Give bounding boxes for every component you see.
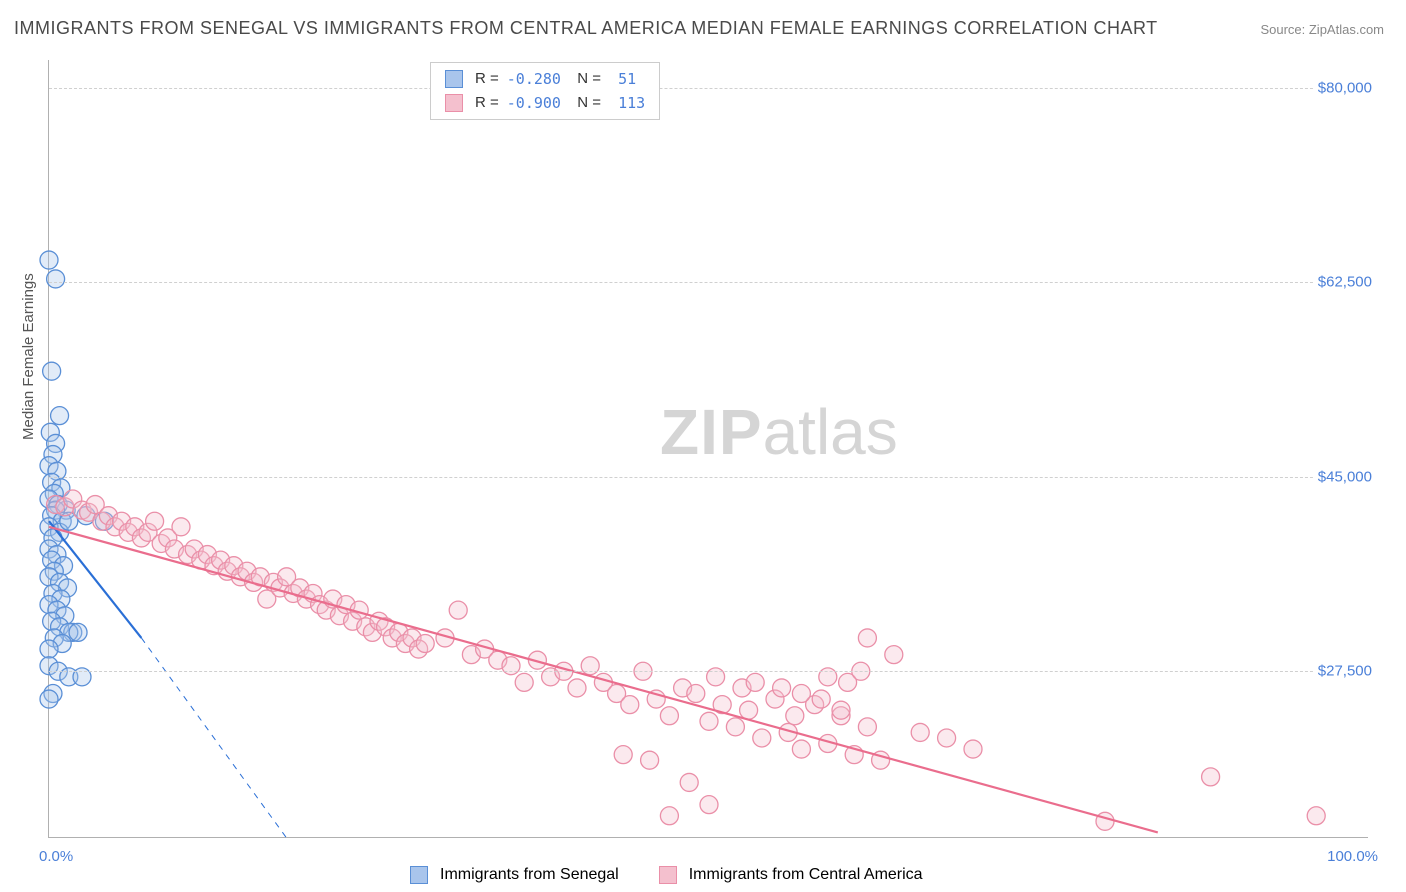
data-point xyxy=(40,251,58,269)
legend-swatch xyxy=(659,866,677,884)
legend-swatch xyxy=(445,94,463,112)
data-point xyxy=(700,796,718,814)
data-point xyxy=(812,690,830,708)
legend-swatch xyxy=(445,70,463,88)
plot-area: $80,000$62,500$45,000$27,500 0.0% 100.0% xyxy=(48,60,1368,838)
data-point xyxy=(47,270,65,288)
data-point xyxy=(1307,807,1325,825)
legend-r-value: -0.900 xyxy=(507,91,561,115)
data-point xyxy=(43,362,61,380)
y-axis-label: Median Female Earnings xyxy=(20,273,37,440)
legend-series-label: Immigrants from Central America xyxy=(689,866,923,884)
data-point xyxy=(449,601,467,619)
data-point xyxy=(885,646,903,664)
data-point xyxy=(964,740,982,758)
legend-n-label: N = xyxy=(569,67,601,91)
data-point xyxy=(792,685,810,703)
chart-svg xyxy=(49,60,1368,837)
legend-r-label: R = xyxy=(475,91,499,115)
data-point xyxy=(515,673,533,691)
gridline xyxy=(49,88,1368,89)
data-point xyxy=(172,518,190,536)
chart-title: IMMIGRANTS FROM SENEGAL VS IMMIGRANTS FR… xyxy=(14,18,1158,39)
trend-line-extension xyxy=(141,638,286,838)
legend-series-label: Immigrants from Senegal xyxy=(440,866,619,884)
data-point xyxy=(69,623,87,641)
data-point xyxy=(568,679,586,697)
data-point xyxy=(746,673,764,691)
data-point xyxy=(832,701,850,719)
data-point xyxy=(911,723,929,741)
x-tick-max: 100.0% xyxy=(1327,848,1378,865)
data-point xyxy=(40,690,58,708)
data-point xyxy=(40,640,58,658)
data-point xyxy=(621,696,639,714)
data-point xyxy=(614,746,632,764)
data-point xyxy=(146,512,164,530)
y-tick-label: $62,500 xyxy=(1314,274,1376,291)
legend-series-item: Immigrants from Central America xyxy=(659,866,923,884)
data-point xyxy=(660,707,678,725)
data-point xyxy=(740,701,758,719)
data-point xyxy=(687,685,705,703)
data-point xyxy=(773,679,791,697)
data-point xyxy=(792,740,810,758)
data-point xyxy=(416,635,434,653)
data-point xyxy=(700,712,718,730)
y-tick-label: $45,000 xyxy=(1314,468,1376,485)
data-point xyxy=(726,718,744,736)
legend-n-value: 113 xyxy=(609,91,645,115)
data-point xyxy=(680,773,698,791)
y-tick-label: $80,000 xyxy=(1314,79,1376,96)
gridline xyxy=(49,477,1368,478)
data-point xyxy=(641,751,659,769)
trend-line xyxy=(49,527,1158,833)
x-tick-min: 0.0% xyxy=(39,848,73,865)
legend-r-label: R = xyxy=(475,67,499,91)
source-label: Source: ZipAtlas.com xyxy=(1260,22,1384,37)
gridline xyxy=(49,671,1368,672)
data-point xyxy=(51,407,69,425)
data-point xyxy=(858,629,876,647)
legend-correlation-row: R = -0.900 N = 113 xyxy=(445,91,645,115)
data-point xyxy=(786,707,804,725)
data-point xyxy=(660,807,678,825)
legend-r-value: -0.280 xyxy=(507,67,561,91)
legend-n-value: 51 xyxy=(609,67,636,91)
gridline xyxy=(49,282,1368,283)
data-point xyxy=(753,729,771,747)
legend-swatch xyxy=(410,866,428,884)
legend-n-label: N = xyxy=(569,91,601,115)
data-point xyxy=(1202,768,1220,786)
data-point xyxy=(938,729,956,747)
data-point xyxy=(858,718,876,736)
legend-correlation: R = -0.280 N = 51R = -0.900 N = 113 xyxy=(430,62,660,120)
legend-correlation-row: R = -0.280 N = 51 xyxy=(445,67,645,91)
legend-series: Immigrants from Senegal Immigrants from C… xyxy=(410,866,923,884)
y-tick-label: $27,500 xyxy=(1314,663,1376,680)
legend-series-item: Immigrants from Senegal xyxy=(410,866,619,884)
